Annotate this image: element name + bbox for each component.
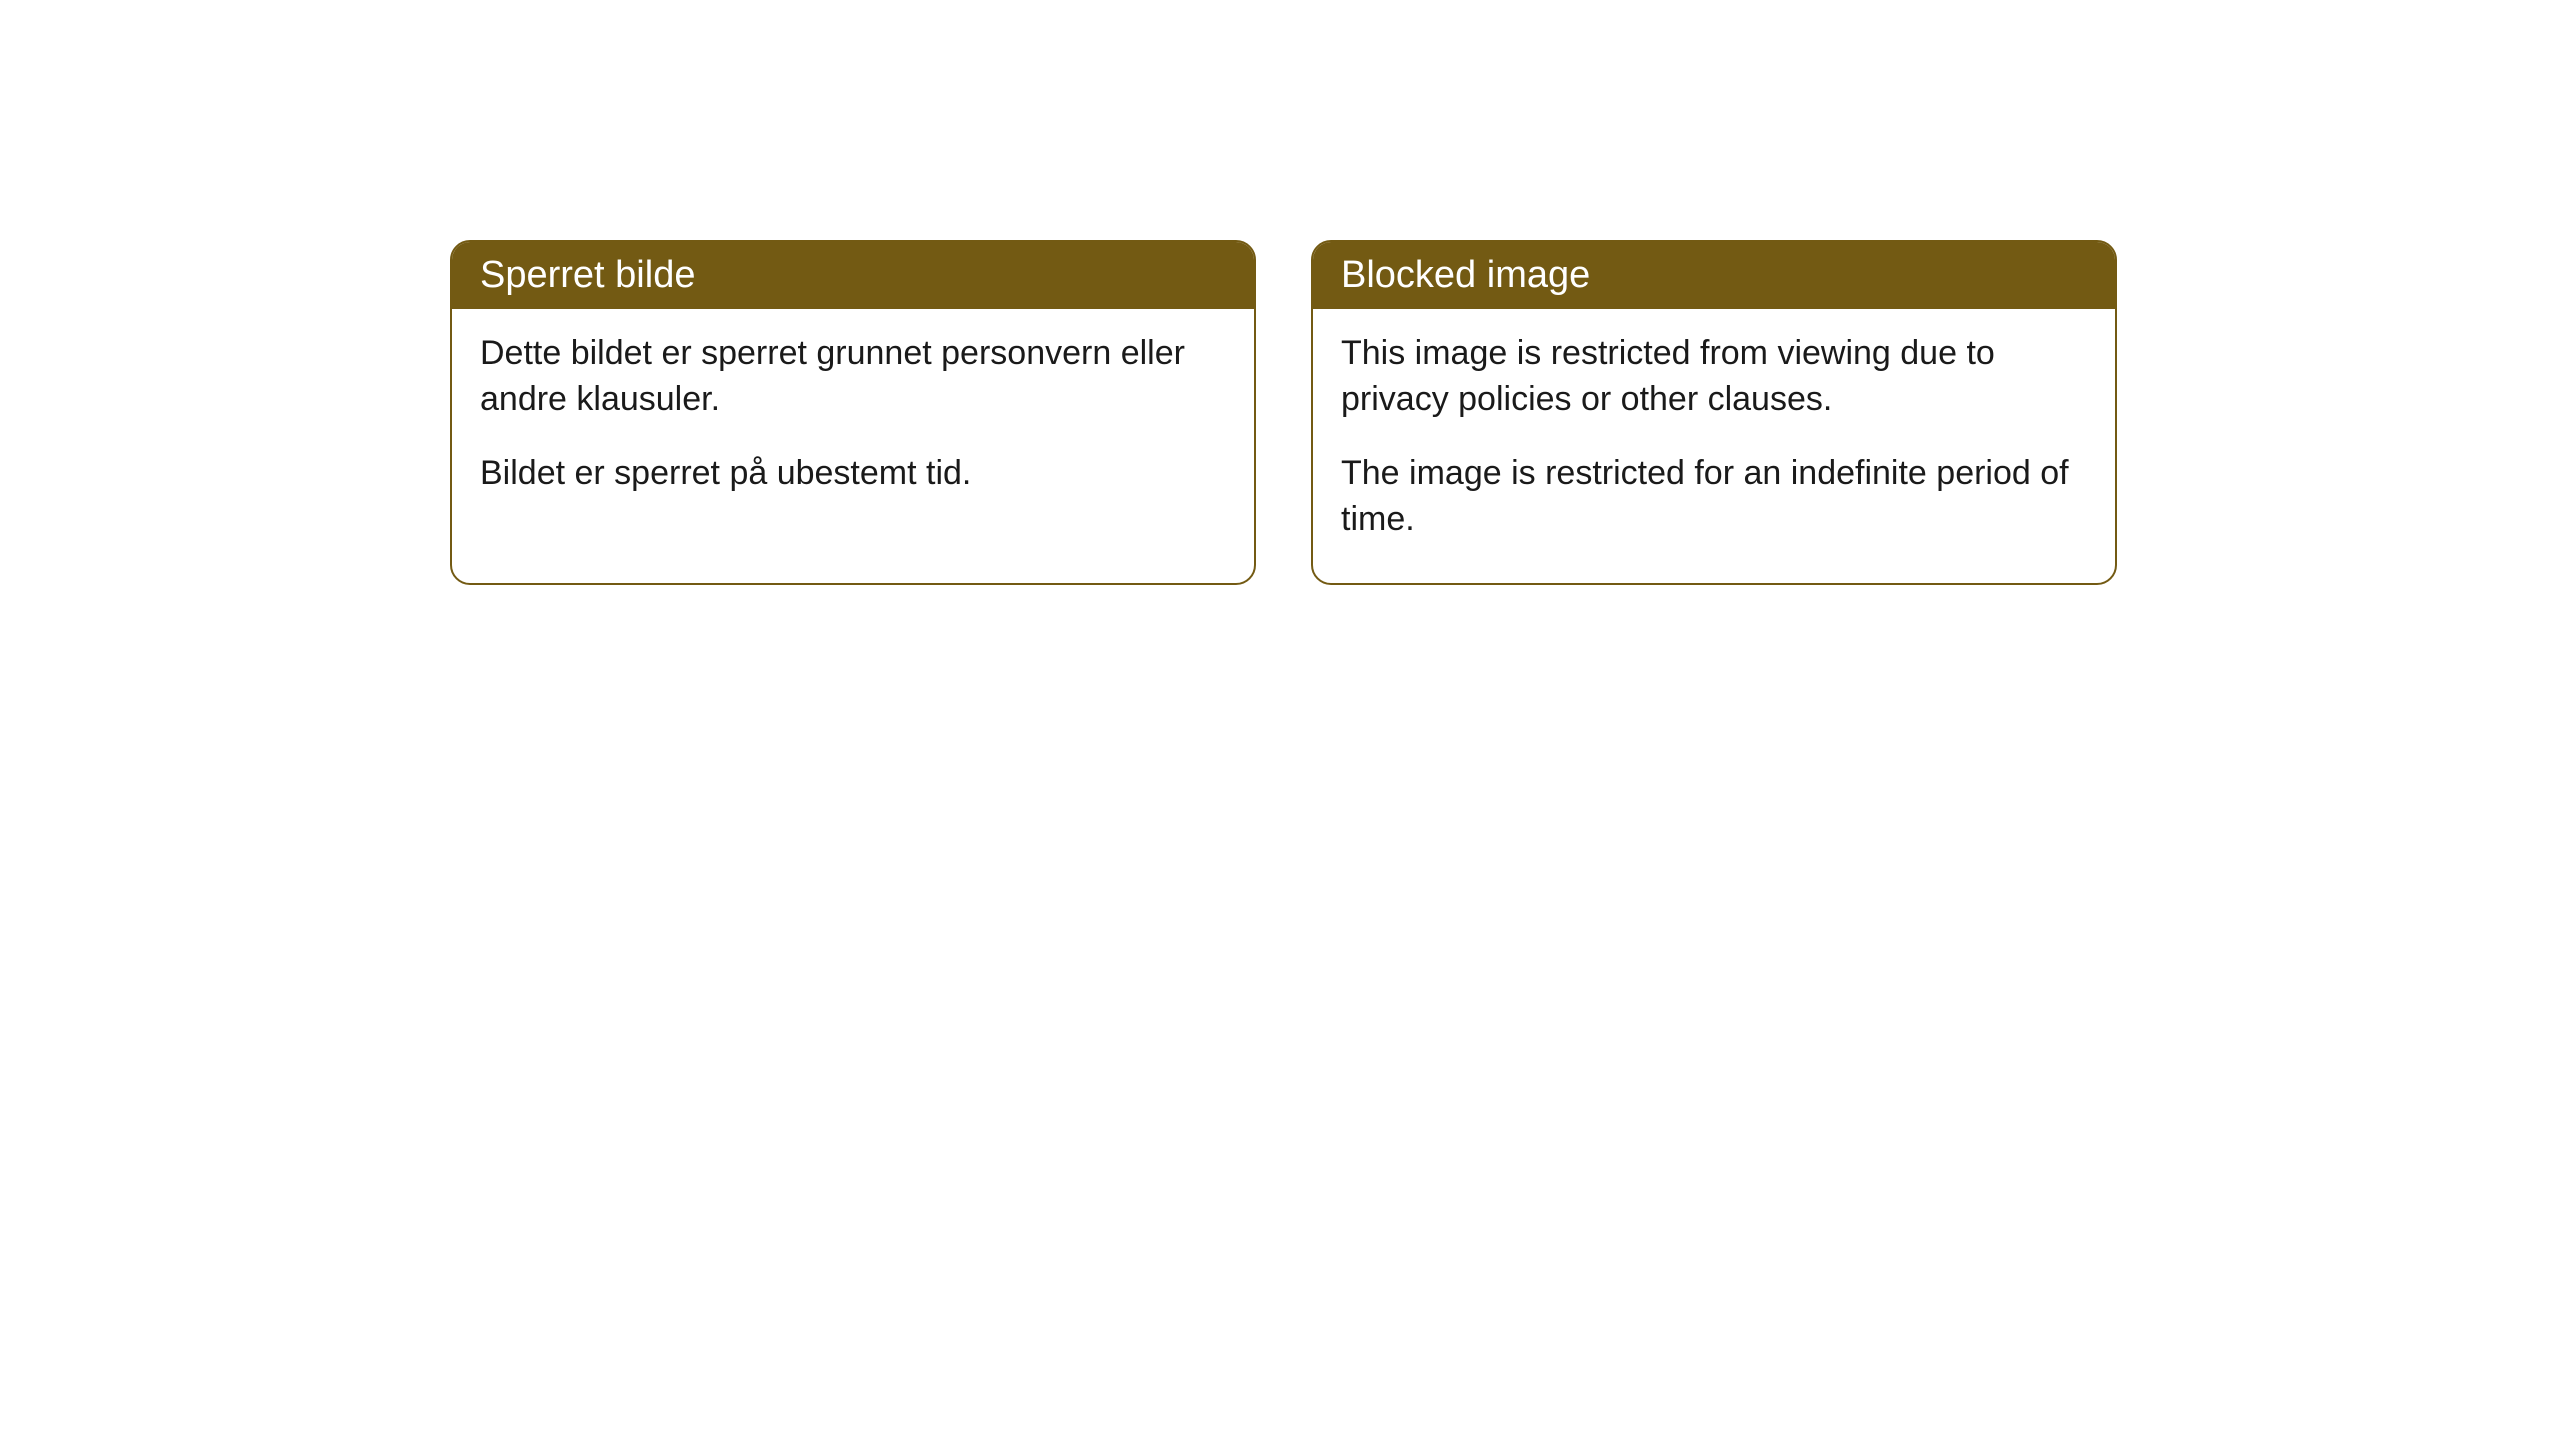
card-body: This image is restricted from viewing du… <box>1313 309 2115 583</box>
notice-container: Sperret bilde Dette bildet er sperret gr… <box>450 240 2117 585</box>
card-paragraph: Bildet er sperret på ubestemt tid. <box>480 451 1226 497</box>
card-paragraph: Dette bildet er sperret grunnet personve… <box>480 331 1226 423</box>
card-body: Dette bildet er sperret grunnet personve… <box>452 309 1254 537</box>
card-paragraph: This image is restricted from viewing du… <box>1341 331 2087 423</box>
card-title: Sperret bilde <box>480 254 695 296</box>
card-paragraph: The image is restricted for an indefinit… <box>1341 451 2087 543</box>
card-header: Blocked image <box>1313 242 2115 309</box>
notice-card-english: Blocked image This image is restricted f… <box>1311 240 2117 585</box>
card-title: Blocked image <box>1341 254 1590 296</box>
notice-card-norwegian: Sperret bilde Dette bildet er sperret gr… <box>450 240 1256 585</box>
card-header: Sperret bilde <box>452 242 1254 309</box>
